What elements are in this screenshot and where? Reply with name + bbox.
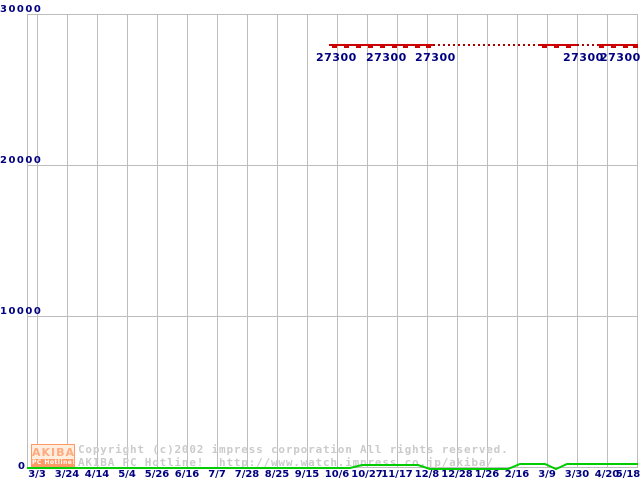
gridline-vertical (277, 14, 278, 467)
x-axis-label: 3/9 (538, 469, 556, 480)
gridline-vertical (367, 14, 368, 467)
price-line-segment (597, 44, 638, 46)
x-axis-label: 12/8 (414, 469, 440, 480)
price-value-label: 27300 (600, 51, 640, 64)
x-axis-label: 5/18 (615, 469, 640, 480)
y-axis-label: 20000 (0, 155, 43, 166)
x-axis-label: 1/26 (474, 469, 500, 480)
x-axis-label: 3/24 (54, 469, 80, 480)
x-axis-label: 11/17 (381, 469, 413, 480)
gridline-vertical (37, 14, 38, 467)
price-point-marker (554, 45, 559, 48)
price-point-marker (611, 45, 616, 48)
x-axis-label: 2/16 (504, 469, 530, 480)
gridline-horizontal (27, 14, 638, 15)
x-axis-label: 10/6 (324, 469, 350, 480)
gridline-vertical (427, 14, 428, 467)
copyright-text: Copyright (c)2002 impress corporation Al… (78, 443, 509, 456)
x-axis-label: 5/26 (144, 469, 170, 480)
price-point-marker (426, 45, 431, 48)
gridline-vertical (487, 14, 488, 467)
x-axis-label: 9/15 (294, 469, 320, 480)
x-axis-label: 7/7 (208, 469, 226, 480)
price-value-label: 27300 (563, 51, 604, 64)
price-point-marker (633, 45, 638, 48)
y-axis-line (27, 14, 28, 467)
price-point-marker (542, 45, 547, 48)
x-axis-label: 10/27 (351, 469, 383, 480)
gridline-vertical (67, 14, 68, 467)
gridline-horizontal (27, 165, 638, 166)
gridline-vertical (607, 14, 608, 467)
logo-pc-hotline-text: PC Hotline! (32, 459, 75, 467)
price-point-marker (392, 45, 397, 48)
gridline-vertical (307, 14, 308, 467)
price-value-label: 27300 (415, 51, 456, 64)
gridline-vertical (397, 14, 398, 467)
x-axis-label: 3/30 (564, 469, 590, 480)
gridline-horizontal (27, 316, 638, 317)
x-axis-label: 8/25 (264, 469, 290, 480)
gridline-vertical (577, 14, 578, 467)
price-point-marker (344, 45, 349, 48)
price-point-marker (599, 45, 604, 48)
price-point-marker (380, 45, 385, 48)
gridline-vertical (517, 14, 518, 467)
site-url-text: AKIBA PC Hotline! http://www.watch.impre… (78, 456, 494, 469)
price-point-marker (356, 45, 361, 48)
price-line-dotted-segment (577, 44, 597, 46)
price-point-marker (566, 45, 571, 48)
x-axis-label: 5/4 (118, 469, 136, 480)
y-axis-label: 30000 (0, 4, 43, 15)
secondary-series-polyline (27, 463, 638, 471)
gridline-vertical (247, 14, 248, 467)
gridline-vertical (457, 14, 458, 467)
price-value-label: 27300 (316, 51, 357, 64)
price-point-marker (332, 45, 337, 48)
x-axis-label: 3/3 (28, 469, 46, 480)
x-axis-label: 12/28 (441, 469, 473, 480)
gridline-vertical (127, 14, 128, 467)
gridline-vertical (217, 14, 218, 467)
gridline-vertical (637, 14, 638, 467)
x-axis-label: 4/14 (84, 469, 110, 480)
x-axis-label: 6/16 (174, 469, 200, 480)
price-value-label: 27300 (366, 51, 407, 64)
x-axis-label: 7/28 (234, 469, 260, 480)
akiba-pc-hotline-logo: AKIBA PC Hotline! (31, 444, 75, 468)
gridline-vertical (157, 14, 158, 467)
price-line-dotted-segment (433, 44, 539, 46)
logo-akiba-text: AKIBA (32, 446, 75, 459)
x-axis-label: 4/20 (594, 469, 620, 480)
price-point-marker (623, 45, 628, 48)
price-point-marker (368, 45, 373, 48)
y-axis-label: 0 (18, 461, 27, 472)
gridline-vertical (187, 14, 188, 467)
gridline-vertical (547, 14, 548, 467)
price-point-marker (403, 45, 408, 48)
y-axis-label: 10000 (0, 306, 43, 317)
gridline-vertical (337, 14, 338, 467)
gridline-vertical (97, 14, 98, 467)
price-point-marker (415, 45, 420, 48)
